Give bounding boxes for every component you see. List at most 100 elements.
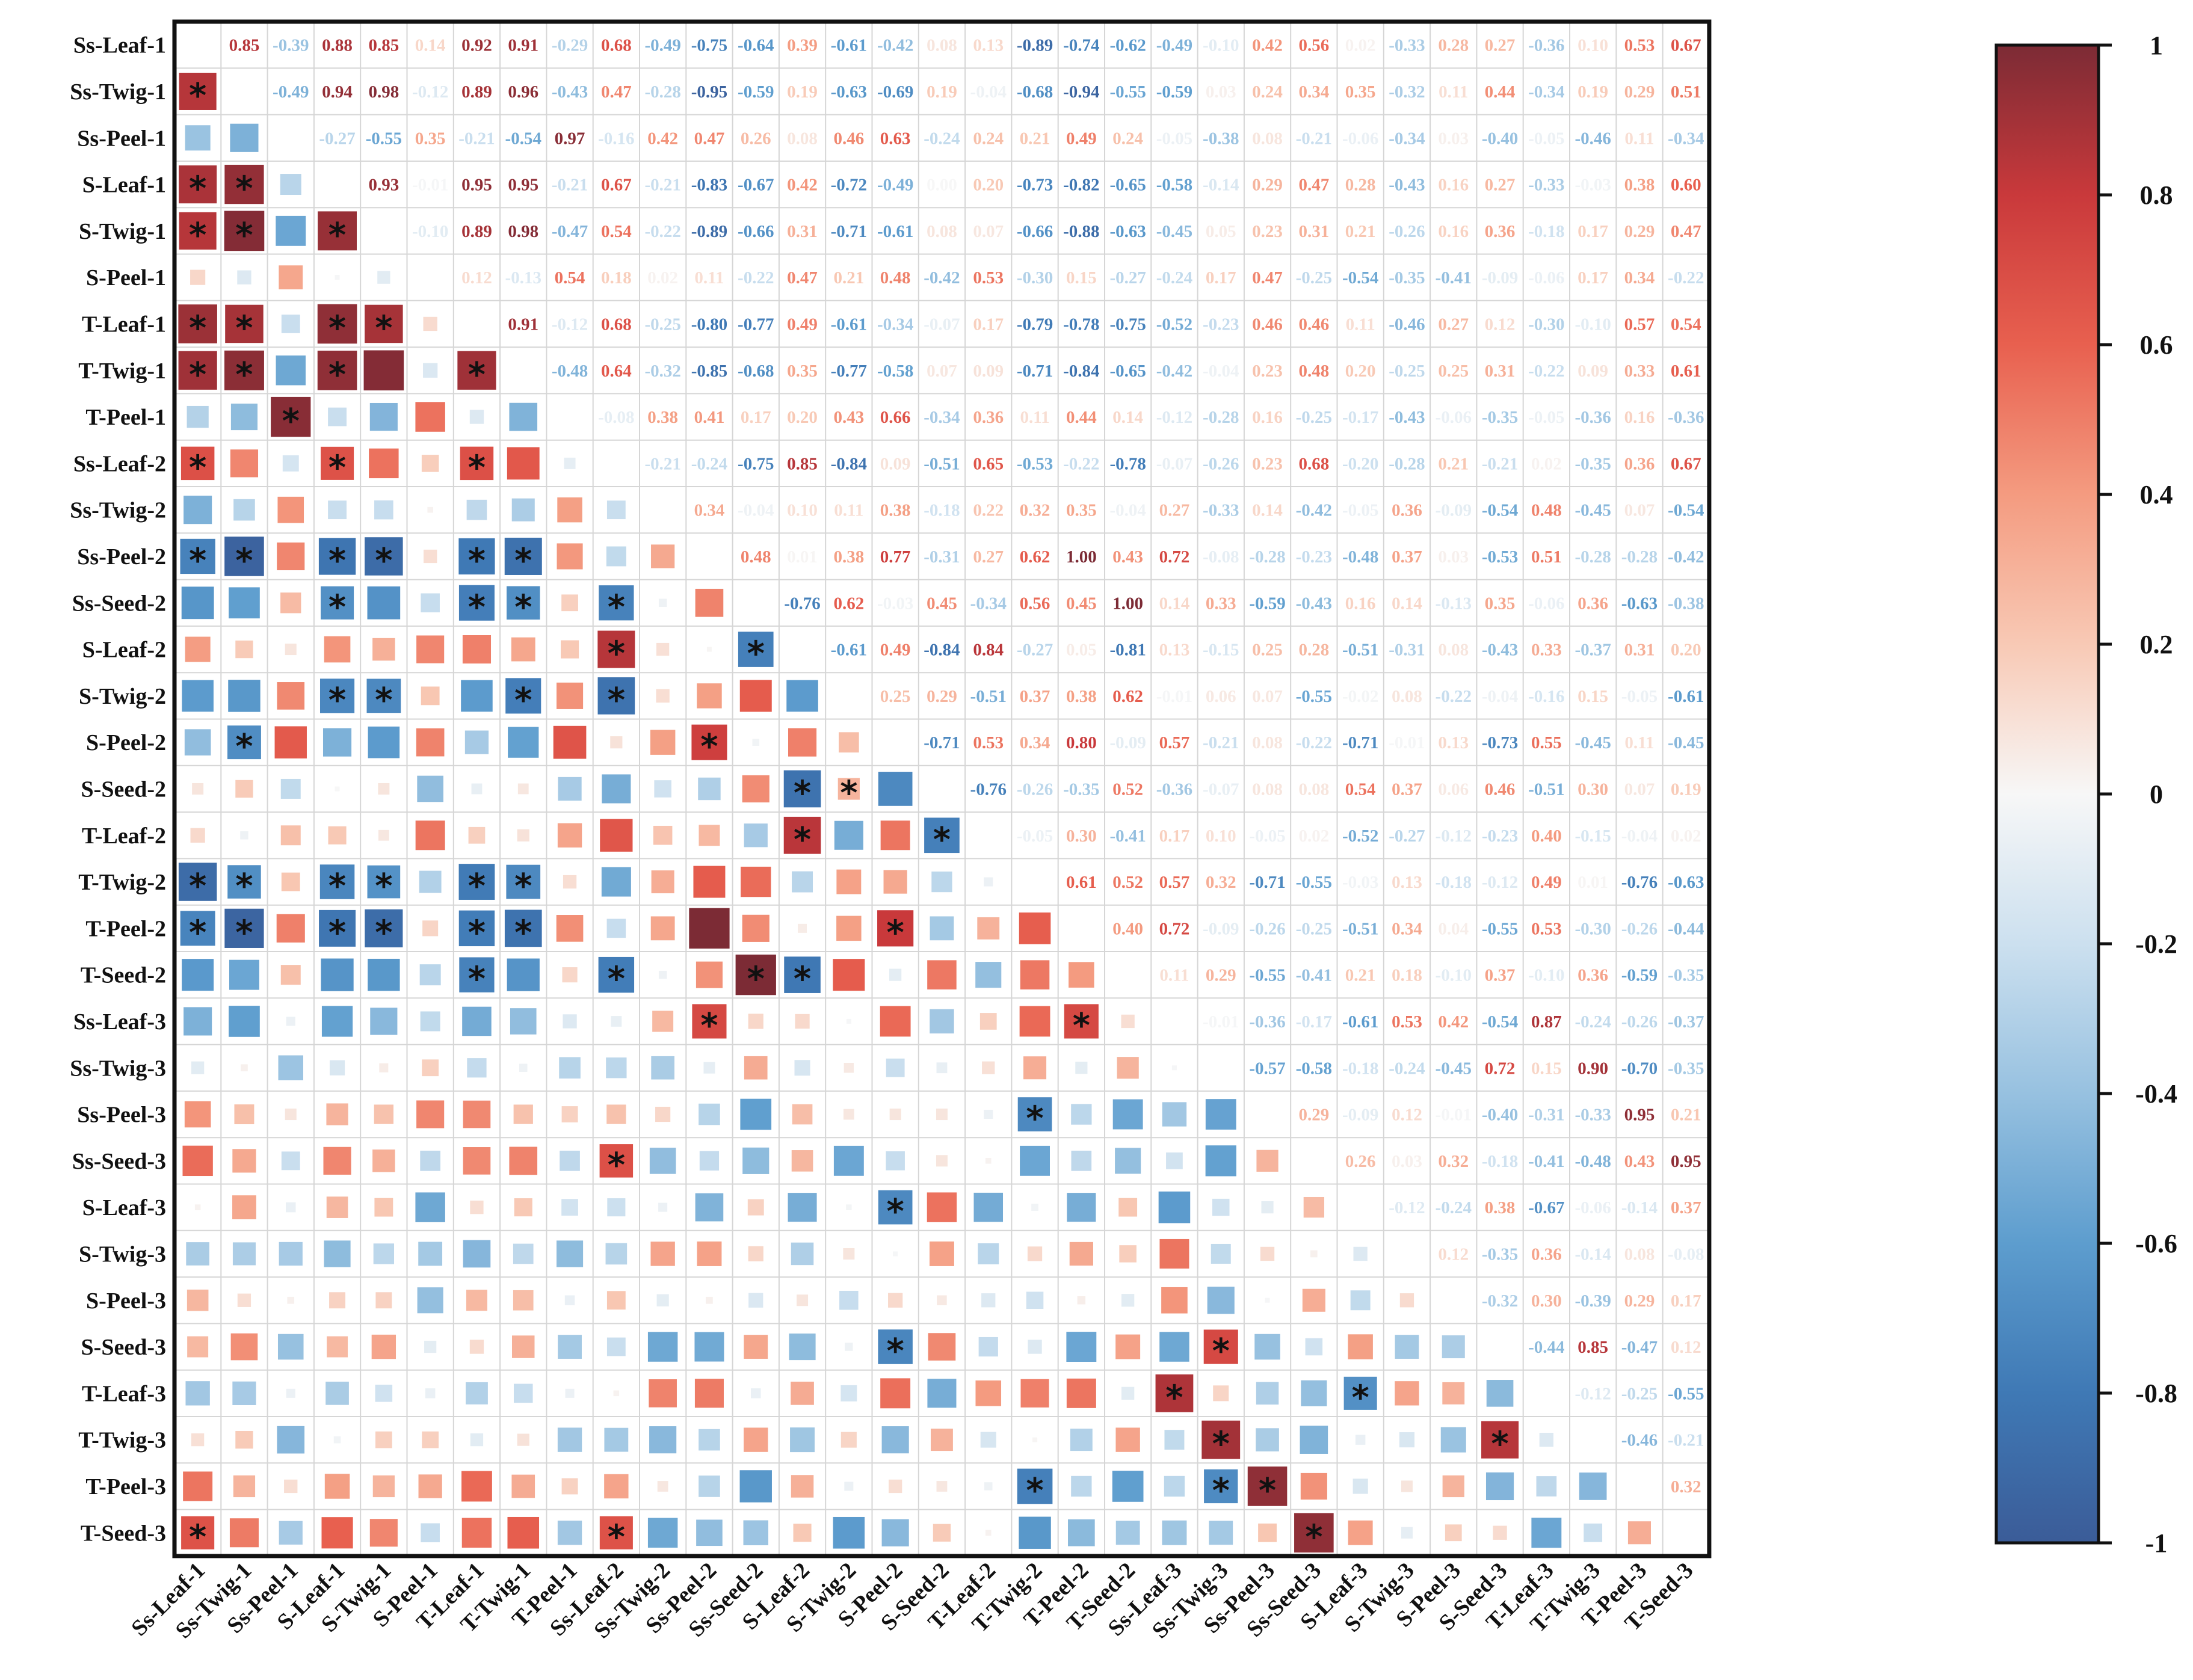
cell-value-Ss-Leaf-1-Ss-Seed-2: -0.64 bbox=[738, 36, 774, 55]
cell-value-S-Leaf-2-T-Twig-3: -0.37 bbox=[1575, 641, 1611, 660]
cell-square-T-Seed-3-Ss-Twig-2 bbox=[647, 1518, 678, 1548]
cell-value-Ss-Seed-2-T-Peel-3: -0.63 bbox=[1621, 594, 1658, 613]
cell-value-Ss-Seed-2-S-Peel-2: -0.03 bbox=[877, 594, 913, 613]
cell-value-T-Twig-1-Ss-Leaf-2: 0.64 bbox=[601, 362, 632, 381]
cell-square-T-Twig-3-Ss-Peel-2 bbox=[699, 1429, 720, 1451]
cell-value-Ss-Peel-1-T-Peel-3: 0.11 bbox=[1624, 129, 1654, 148]
cell-value-Ss-Leaf-3-T-Peel-3: -0.26 bbox=[1621, 1012, 1658, 1032]
significance-star: * bbox=[189, 913, 206, 952]
cell-square-S-Leaf-3-Ss-Leaf-2 bbox=[607, 1198, 626, 1217]
cell-square-T-Peel-2-S-Peel-1 bbox=[422, 920, 439, 937]
cell-square-T-Seed-3-S-Twig-2 bbox=[833, 1516, 865, 1549]
cell-value-Ss-Leaf-2-S-Leaf-3: -0.20 bbox=[1342, 454, 1378, 473]
significance-star: * bbox=[189, 355, 206, 395]
significance-star: * bbox=[794, 774, 811, 813]
cell-value-Ss-Twig-2-Ss-Peel-2: 0.34 bbox=[694, 501, 725, 520]
cell-square-S-Peel-2-T-Twig-1 bbox=[508, 727, 539, 758]
cell-square-T-Leaf-3-Ss-Seed-2 bbox=[751, 1388, 761, 1398]
cell-value-T-Twig-1-T-Twig-3: 0.09 bbox=[1578, 362, 1608, 381]
cell-value-Ss-Seed-2-S-Seed-2: 0.45 bbox=[927, 594, 957, 613]
cell-value-S-Peel-1-S-Seed-3: -0.09 bbox=[1482, 268, 1518, 288]
cell-square-S-Peel-3-S-Peel-2 bbox=[888, 1293, 903, 1308]
cell-square-S-Seed-2-Ss-Peel-2 bbox=[698, 777, 721, 801]
colorbar-tick-label-0.4: 0.4 bbox=[2140, 480, 2173, 509]
cell-square-T-Peel-3-Ss-Leaf-2 bbox=[604, 1474, 629, 1499]
significance-star: * bbox=[1165, 1378, 1183, 1417]
cell-square-S-Leaf-2-T-Twig-1 bbox=[511, 637, 535, 662]
cell-square-Ss-Seed-2-Ss-Leaf-1 bbox=[181, 586, 214, 620]
cell-value-Ss-Peel-1-Ss-Twig-2: 0.42 bbox=[647, 129, 678, 148]
cell-value-S-Seed-2-T-Twig-2: -0.26 bbox=[1017, 780, 1053, 799]
cell-value-Ss-Leaf-1-S-Peel-2: -0.42 bbox=[877, 36, 913, 55]
cell-square-T-Leaf-3-Ss-Peel-1 bbox=[286, 1388, 295, 1398]
significance-star: * bbox=[840, 774, 857, 813]
cell-square-T-Peel-3-S-Peel-1 bbox=[418, 1474, 442, 1498]
cell-square-Ss-Peel-3-S-Twig-1 bbox=[374, 1104, 393, 1124]
cell-value-S-Peel-1-T-Peel-3: 0.34 bbox=[1624, 268, 1655, 288]
cell-value-Ss-Leaf-1-Ss-Twig-2: -0.49 bbox=[644, 36, 680, 55]
cell-square-S-Twig-2-Ss-Twig-1 bbox=[228, 680, 261, 712]
cell-value-S-Twig-3-T-Seed-3: -0.08 bbox=[1668, 1245, 1704, 1264]
cell-square-Ss-Leaf-2-T-Peel-1 bbox=[564, 457, 576, 469]
cell-square-T-Twig-3-S-Peel-2 bbox=[881, 1426, 909, 1454]
cell-value-Ss-Twig-2-T-Seed-3: -0.54 bbox=[1668, 501, 1704, 520]
cell-square-Ss-Leaf-3-Ss-Seed-2 bbox=[748, 1014, 763, 1029]
significance-star: * bbox=[468, 448, 486, 487]
cell-square-Ss-Peel-1-Ss-Twig-1 bbox=[230, 123, 259, 152]
cell-square-S-Twig-3-S-Leaf-1 bbox=[324, 1240, 351, 1267]
row-label-S-Peel-1: S-Peel-1 bbox=[86, 265, 166, 291]
cell-value-Ss-Leaf-3-T-Leaf-3: 0.87 bbox=[1531, 1012, 1562, 1032]
cell-value-S-Peel-2-T-Peel-2: 0.80 bbox=[1066, 733, 1097, 752]
cell-value-T-Peel-1-T-Leaf-2: 0.36 bbox=[973, 408, 1004, 427]
cell-value-Ss-Leaf-3-S-Twig-3: 0.53 bbox=[1392, 1012, 1422, 1032]
cell-square-T-Peel-3-S-Leaf-3 bbox=[1353, 1478, 1368, 1494]
cell-value-Ss-Twig-2-S-Seed-2: -0.18 bbox=[924, 501, 960, 520]
cell-value-S-Peel-1-T-Peel-2: 0.15 bbox=[1066, 268, 1097, 288]
cell-value-S-Peel-1-S-Twig-2: 0.21 bbox=[833, 268, 864, 288]
cell-value-Ss-Seed-2-T-Seed-2: 1.00 bbox=[1112, 594, 1143, 613]
cell-value-S-Leaf-2-S-Twig-3: -0.31 bbox=[1389, 641, 1425, 660]
cell-square-T-Seed-3-S-Peel-2 bbox=[881, 1519, 909, 1546]
heatmap-cells: 0.85 -0.39 0.88 0.85 0.14 0.92 0.91 -0.29 0.68 -0… bbox=[178, 36, 1704, 1557]
cell-square-T-Peel-2-T-Twig-2 bbox=[1019, 912, 1051, 944]
cell-value-S-Seed-2-T-Peel-2: -0.35 bbox=[1063, 780, 1099, 799]
cell-square-Ss-Seed-3-Ss-Peel-1 bbox=[281, 1151, 300, 1171]
cell-value-Ss-Twig-1-T-Twig-3: 0.19 bbox=[1578, 82, 1608, 102]
cell-value-T-Peel-1-S-Twig-2: 0.43 bbox=[833, 408, 864, 427]
cell-value-T-Twig-1-Ss-Seed-3: 0.48 bbox=[1298, 362, 1329, 381]
cell-value-Ss-Peel-2-Ss-Twig-3: -0.08 bbox=[1203, 547, 1239, 567]
cell-value-Ss-Peel-3-S-Seed-3: -0.40 bbox=[1482, 1106, 1518, 1125]
cell-value-S-Peel-1-T-Seed-2: -0.27 bbox=[1109, 268, 1146, 288]
significance-star: * bbox=[375, 309, 392, 348]
cell-value-S-Twig-1-T-Seed-3: 0.47 bbox=[1671, 222, 1701, 241]
cell-square-S-Leaf-1-Ss-Leaf-1 bbox=[179, 165, 217, 204]
cell-value-T-Peel-1-T-Seed-2: 0.14 bbox=[1112, 408, 1143, 427]
cell-square-T-Leaf-2-S-Peel-1 bbox=[415, 820, 445, 851]
cell-square-T-Twig-3-S-Peel-3 bbox=[1440, 1427, 1466, 1453]
cell-square-Ss-Leaf-3-T-Peel-2 bbox=[1064, 1004, 1099, 1039]
row-label-T-Seed-3: T-Seed-3 bbox=[81, 1521, 166, 1546]
cell-square-Ss-Leaf-3-Ss-Peel-2 bbox=[692, 1004, 727, 1039]
significance-star: * bbox=[468, 867, 486, 906]
cell-square-Ss-Peel-3-S-Leaf-1 bbox=[326, 1103, 348, 1125]
cell-square-T-Twig-3-T-Peel-1 bbox=[557, 1427, 582, 1452]
cell-square-Ss-Seed-2-S-Twig-1 bbox=[367, 586, 401, 620]
cell-value-Ss-Peel-3-Ss-Seed-3: 0.29 bbox=[1298, 1106, 1329, 1125]
cell-square-T-Peel-3-T-Leaf-1 bbox=[461, 1471, 492, 1502]
cell-value-Ss-Leaf-2-T-Peel-2: -0.22 bbox=[1063, 454, 1099, 473]
cell-square-S-Twig-3-Ss-Leaf-1 bbox=[186, 1242, 209, 1266]
cell-value-T-Peel-3-T-Seed-3: 0.32 bbox=[1671, 1477, 1701, 1497]
cell-square-Ss-Peel-3-S-Twig-2 bbox=[843, 1109, 854, 1120]
cell-square-S-Peel-3-S-Seed-2 bbox=[937, 1295, 947, 1305]
cell-square-T-Peel-1-T-Leaf-1 bbox=[469, 410, 484, 424]
row-label-Ss-Seed-3: Ss-Seed-3 bbox=[72, 1149, 166, 1174]
cell-value-Ss-Twig-1-S-Twig-1: 0.98 bbox=[368, 82, 399, 102]
cell-square-S-Seed-2-Ss-Seed-2 bbox=[742, 775, 770, 803]
cell-value-T-Leaf-1-T-Twig-1: 0.91 bbox=[508, 315, 538, 334]
cell-value-T-Leaf-1-T-Leaf-2: 0.17 bbox=[973, 315, 1004, 334]
cell-value-T-Leaf-1-T-Leaf-3: -0.30 bbox=[1528, 315, 1564, 334]
cell-square-T-Leaf-3-Ss-Leaf-3 bbox=[1155, 1374, 1194, 1412]
cell-value-Ss-Twig-1-Ss-Leaf-2: 0.47 bbox=[601, 82, 632, 102]
row-label-Ss-Twig-2: Ss-Twig-2 bbox=[70, 498, 166, 523]
